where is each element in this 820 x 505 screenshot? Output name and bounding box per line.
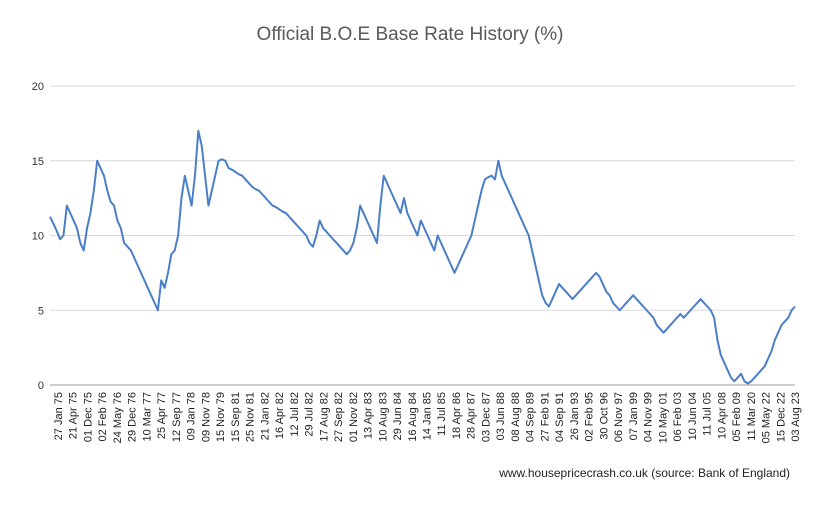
- x-tick-label: 21 Jan 82: [259, 392, 271, 440]
- x-tick-label: 21 Apr 75: [68, 392, 80, 439]
- source-note: www.housepricecrash.co.uk (source: Bank …: [499, 466, 790, 480]
- x-tick-label: 29 Dec 76: [127, 392, 139, 442]
- x-tick-label: 16 Apr 82: [274, 392, 286, 439]
- x-tick-label: 29 Jul 82: [304, 392, 316, 437]
- x-tick-label: 11 Jul 85: [436, 392, 448, 436]
- x-tick-label: 14 Jan 85: [422, 392, 434, 440]
- x-tick-label: 11 Jul 05: [702, 392, 714, 436]
- x-tick-label: 29 Jun 84: [392, 392, 404, 440]
- x-tick-label: 02 Feb 95: [584, 392, 596, 442]
- y-tick-label: 20: [32, 81, 44, 93]
- x-tick-label: 10 Aug 83: [377, 392, 389, 442]
- x-tick-label: 05 May 22: [761, 392, 773, 443]
- x-tick-label: 10 Mar 77: [141, 392, 153, 442]
- x-tick-label: 18 Apr 86: [451, 392, 463, 439]
- x-tick-label: 15 Dec 22: [775, 392, 787, 442]
- y-tick-label: 5: [38, 305, 44, 317]
- x-tick-label: 27 Feb 91: [539, 392, 551, 442]
- x-tick-label: 04 Sep 89: [525, 392, 537, 442]
- x-tick-label: 25 Nov 81: [245, 392, 257, 442]
- gridlines: [50, 85, 795, 386]
- x-tick-label: 10 Jun 04: [687, 392, 699, 440]
- chart-title: Official B.O.E Base Rate History (%): [256, 24, 564, 45]
- x-tick-label: 12 Sep 77: [171, 392, 183, 442]
- x-tick-label: 09 Jan 78: [186, 392, 198, 440]
- x-tick-label: 03 Jun 88: [495, 392, 507, 440]
- x-tick-label: 27 Jan 75: [53, 392, 65, 440]
- x-tick-label: 26 Jan 93: [569, 392, 581, 440]
- series-layer: [49, 129, 796, 385]
- series-line-base-rate: [49, 129, 796, 385]
- x-tick-label: 03 Aug 23: [790, 392, 802, 442]
- x-tick-label: 01 Dec 75: [82, 392, 94, 442]
- x-tick-label: 15 Sep 81: [230, 392, 242, 442]
- x-tick-label: 02 Feb 76: [97, 392, 109, 442]
- y-tick-label: 10: [32, 231, 44, 243]
- x-tick-label: 08 Aug 88: [510, 392, 522, 442]
- x-tick-label: 13 Apr 83: [363, 392, 375, 439]
- x-tick-label: 06 Feb 03: [672, 392, 684, 442]
- x-tick-label: 25 Apr 77: [156, 392, 168, 439]
- x-tick-label: 03 Dec 87: [480, 392, 492, 442]
- x-tick-label: 28 Apr 87: [466, 392, 478, 439]
- x-tick-label: 06 Nov 97: [613, 392, 625, 442]
- x-tick-label: 04 Nov 99: [643, 392, 655, 442]
- x-tick-label: 15 Nov 79: [215, 392, 227, 442]
- x-tick-label: 04 Sep 91: [554, 392, 566, 442]
- y-tick-label: 15: [32, 156, 44, 168]
- x-tick-label: 01 Nov 82: [348, 392, 360, 442]
- x-tick-label: 07 Jan 99: [628, 392, 640, 440]
- x-tick-label: 17 Aug 82: [318, 392, 330, 442]
- y-tick-label: 0: [38, 380, 44, 392]
- x-tick-label: 16 Aug 84: [407, 392, 419, 442]
- x-tick-label: 30 Oct 96: [598, 392, 610, 440]
- x-tick-label: 12 Jul 82: [289, 392, 301, 437]
- x-tick-label: 24 May 76: [112, 392, 124, 443]
- x-tick-label: 05 Feb 09: [731, 392, 743, 442]
- x-tick-label: 11 Mar 20: [746, 392, 758, 441]
- y-axis-ticks: 0 5 10 15 20: [32, 81, 44, 392]
- x-tick-label: 10 May 01: [657, 392, 669, 443]
- x-axis-ticks: 27 Jan 75 21 Apr 75 01 Dec 75 02 Feb 76 24 M…: [53, 392, 802, 443]
- x-tick-label: 27 Sep 82: [333, 392, 345, 442]
- x-tick-label: 10 Apr 08: [716, 392, 728, 439]
- x-tick-label: 09 Nov 78: [200, 392, 212, 442]
